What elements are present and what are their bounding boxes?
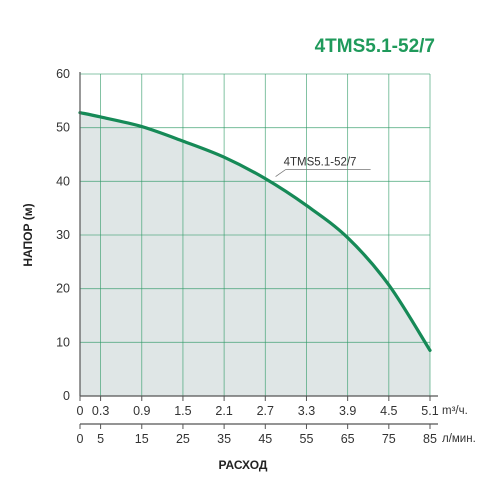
chart-title: 4TMS5.1-52/7 [315, 36, 435, 57]
series-label-leader [275, 169, 371, 177]
x-tick-label-lmin: 75 [382, 432, 396, 446]
y-tick-label: 0 [63, 389, 70, 403]
x-tick-label-m3h: 5.1 [421, 404, 438, 418]
x-tick-label-lmin: 25 [176, 432, 190, 446]
area-fill [80, 112, 430, 396]
x-unit-m3h: m³/ч. [442, 405, 468, 417]
x-tick-label-m3h: 3.9 [339, 404, 356, 418]
x-tick-label-m3h: 4.5 [380, 404, 397, 418]
axes [79, 72, 438, 429]
x-tick-label-lmin: 5 [97, 432, 104, 446]
x-tick-label-lmin: 0 [77, 432, 84, 446]
y-tick-label: 10 [56, 335, 70, 349]
y-tick-label: 40 [56, 174, 70, 188]
series-line [78, 111, 432, 352]
x-tick-label-lmin: 15 [135, 432, 149, 446]
y-tick-label: 50 [56, 121, 70, 135]
y-tick-label: 30 [56, 228, 70, 242]
x-tick-label-m3h: 0 [77, 404, 84, 418]
x-axis-title: РАСХОД [219, 458, 268, 472]
x-tick-label-m3h: 3.3 [298, 404, 315, 418]
plot-area [80, 112, 430, 396]
x-tick-label-lmin: 45 [258, 432, 272, 446]
x-tick-label-lmin: 85 [423, 432, 437, 446]
x-tick-label-m3h: 2.7 [257, 404, 274, 418]
y-tick-label: 20 [56, 282, 70, 296]
series-layer: 4TMS5.1-52/7 [78, 111, 432, 352]
grid-lines [80, 73, 431, 396]
x-tick-label-lmin: 65 [341, 432, 355, 446]
y-tick-label: 60 [56, 67, 70, 81]
x-tick-label-lmin: 55 [300, 432, 314, 446]
series-label: 4TMS5.1-52/7 [284, 157, 357, 169]
x-tick-label-m3h: 2.1 [215, 404, 232, 418]
x-tick-label-m3h: 0.9 [133, 404, 150, 418]
x-unit-lmin: л/мин. [442, 433, 476, 445]
y-axis-title: НАПОР (м) [21, 203, 35, 266]
x-tick-label-m3h: 0.3 [92, 404, 109, 418]
x-tick-label-m3h: 1.5 [174, 404, 191, 418]
x-tick-label-lmin: 35 [217, 432, 231, 446]
